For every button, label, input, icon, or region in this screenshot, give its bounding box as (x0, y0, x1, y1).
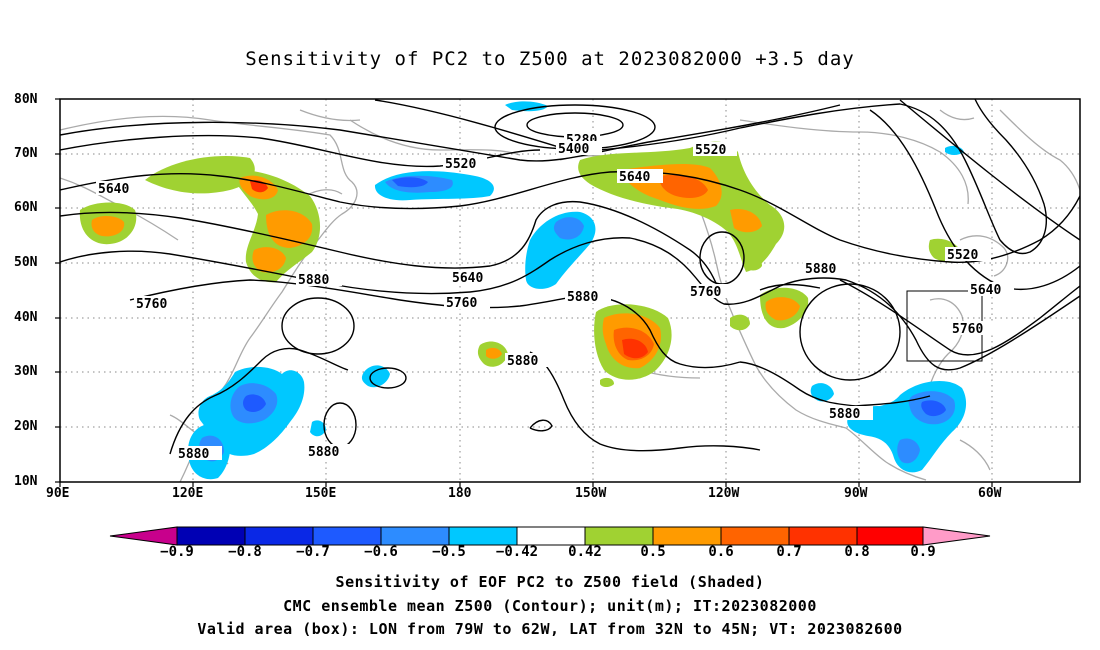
lat-tick-20n: 20N (14, 419, 38, 434)
colorbar-label-12: 0.9 (910, 544, 936, 560)
colorbar-label-8: 0.5 (640, 544, 666, 560)
colorbar-bin-8 (652, 526, 722, 546)
colorbar-bin-6 (516, 526, 586, 546)
lat-tick-70n: 70N (14, 146, 38, 161)
lat-tick-80n: 80N (14, 92, 38, 107)
lat-tick-30n: 30N (14, 364, 38, 379)
contour-label-5880-d: 5880 (507, 354, 538, 369)
contour-label-5760-a: 5760 (136, 297, 167, 312)
contour-label-5880-b: 5880 (567, 290, 598, 305)
contour-label-5520-b: 5520 (695, 143, 726, 158)
colorbar-bin-3 (312, 526, 382, 546)
contour-label-5880-c: 5880 (805, 262, 836, 277)
colorbar-label-6: −0.42 (495, 544, 539, 560)
lon-tick-120e: 120E (172, 486, 204, 501)
contour-label-5880-a: 5880 (298, 273, 329, 288)
contour-label-5640-a: 5640 (98, 182, 129, 197)
contour-label-5640-c: 5640 (452, 271, 483, 286)
lon-tick-150e: 150E (305, 486, 337, 501)
colorbar-label-11: 0.8 (844, 544, 870, 560)
lat-tick-50n: 50N (14, 255, 38, 270)
colorbar-bin-4 (380, 526, 450, 546)
map-frame (59, 98, 1081, 483)
contour-label-5880-f: 5880 (308, 445, 339, 460)
plot-title: Sensitivity of PC2 to Z500 at 2023082000… (245, 48, 855, 70)
caption-shading: Sensitivity of EOF PC2 to Z500 field (Sh… (335, 573, 765, 591)
lon-tick-180: 180 (448, 486, 472, 501)
caption-contour: CMC ensemble mean Z500 (Contour); unit(m… (283, 597, 817, 615)
caption-valid-area: Valid area (box): LON from 79W to 62W, L… (197, 620, 903, 638)
colorbar-bin-9 (720, 526, 790, 546)
colorbar-bin-1 (176, 526, 246, 546)
colorbar-label-9: 0.6 (708, 544, 734, 560)
map-panel: 5280 5400 5520 5520 5520 5640 5640 5640 … (55, 98, 1081, 487)
contour-label-5640-d: 5640 (970, 283, 1001, 298)
lat-tick-10n: 10N (14, 474, 38, 489)
colorbar-bin-10 (788, 526, 858, 546)
axis-ticks (55, 98, 993, 487)
lat-tick-60n: 60N (14, 200, 38, 215)
contour-label-5760-d: 5760 (952, 322, 983, 337)
contour-label-5760-c: 5760 (690, 285, 721, 300)
colorbar-bin-2 (244, 526, 314, 546)
colorbar-label-3: −0.7 (296, 544, 330, 560)
lon-tick-120w: 120W (708, 486, 740, 501)
colorbar (109, 526, 991, 546)
colorbar-low-end (109, 526, 178, 546)
contour-label-5520-a: 5520 (445, 157, 476, 172)
contour-labels: 5280 5400 5520 5520 5520 5640 5640 5640 … (96, 132, 1014, 462)
contour-label-5520-c: 5520 (947, 248, 978, 263)
colorbar-bin-11 (856, 526, 924, 546)
colorbar-label-7: 0.42 (568, 544, 602, 560)
colorbar-label-4: −0.6 (364, 544, 398, 560)
colorbar-bin-5 (448, 526, 518, 546)
lon-tick-60w: 60W (978, 486, 1002, 501)
contour-label-5640-b: 5640 (619, 170, 650, 185)
colorbar-label-1: −0.9 (160, 544, 194, 560)
lat-tick-40n: 40N (14, 310, 38, 325)
lon-tick-150w: 150W (575, 486, 607, 501)
colorbar-bin-7 (584, 526, 654, 546)
contour-label-5760-b: 5760 (446, 296, 477, 311)
colorbar-label-2: −0.8 (228, 544, 262, 560)
colorbar-high-end (922, 526, 991, 546)
lon-tick-90w: 90W (844, 486, 868, 501)
contour-label-5880-g: 5880 (178, 447, 209, 462)
colorbar-label-5: −0.5 (432, 544, 466, 560)
contour-label-5400: 5400 (558, 142, 589, 157)
contour-label-5880-e: 5880 (829, 407, 860, 422)
lon-tick-90e: 90E (46, 486, 70, 501)
colorbar-label-10: 0.7 (776, 544, 802, 560)
